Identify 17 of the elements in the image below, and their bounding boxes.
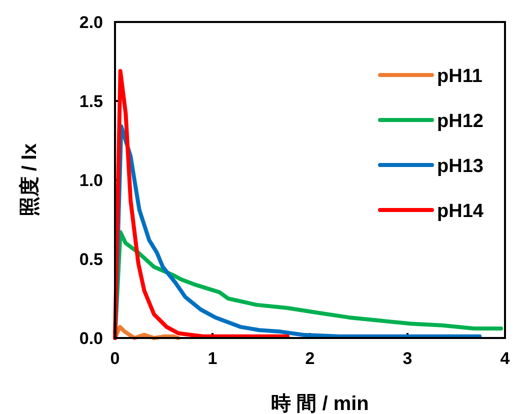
y-tick-label: 2.0 xyxy=(79,13,103,32)
x-tick-label: 3 xyxy=(402,349,412,368)
legend-label: pH11 xyxy=(437,66,483,87)
x-tick-label: 4 xyxy=(500,349,510,368)
x-tick-label: 0 xyxy=(110,349,120,368)
x-axis-title: 時 間 / min xyxy=(271,393,369,414)
legend-label: pH13 xyxy=(437,156,484,177)
y-tick-label: 1.5 xyxy=(79,92,103,111)
x-tick-label: 2 xyxy=(305,349,315,368)
legend-label: pH14 xyxy=(437,201,484,222)
y-tick-label: 0.0 xyxy=(79,329,103,348)
legend-label: pH12 xyxy=(437,111,484,132)
y-axis-title: 照度 / lx xyxy=(18,143,41,217)
y-tick-label: 1.0 xyxy=(79,171,103,190)
y-tick-label: 0.5 xyxy=(79,250,103,269)
x-tick-label: 1 xyxy=(208,349,218,368)
line-series xyxy=(113,68,290,340)
